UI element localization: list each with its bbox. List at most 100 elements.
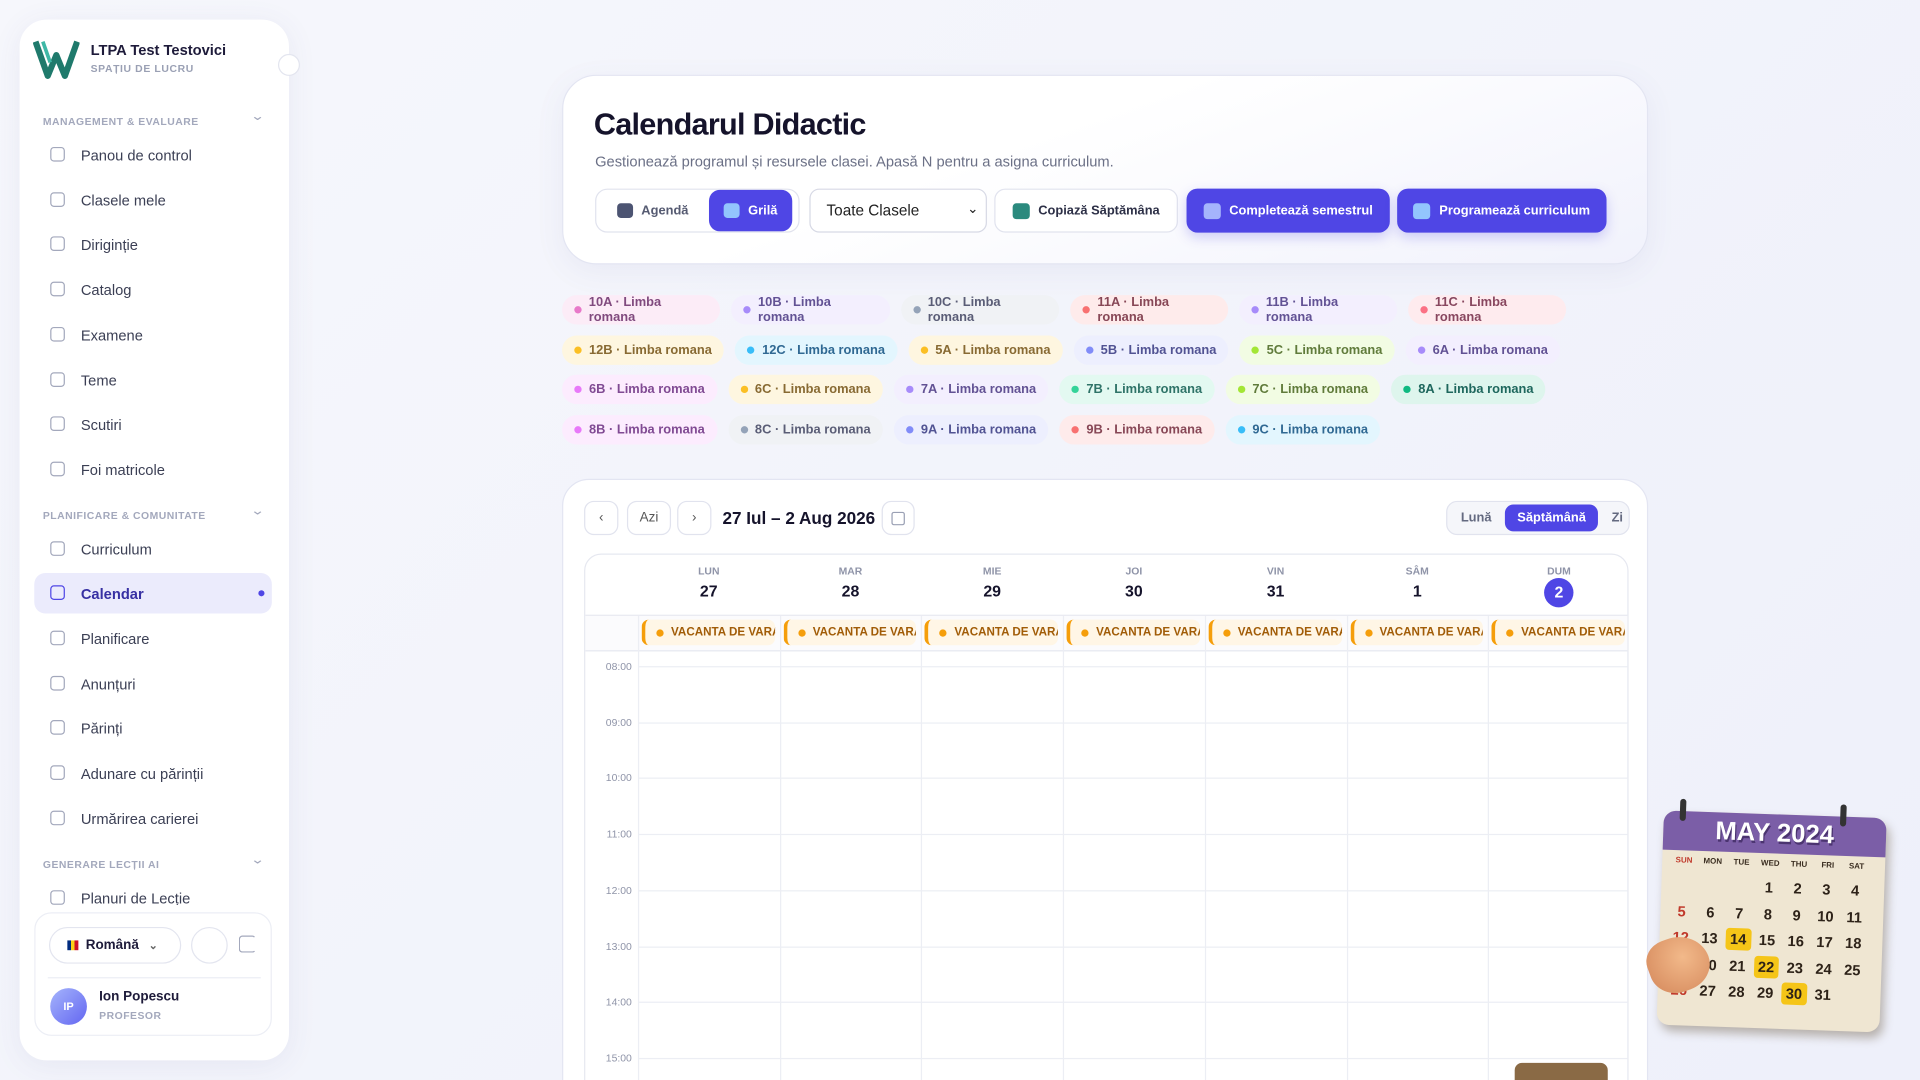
illustration-date: 9 xyxy=(1792,906,1802,924)
class-chip[interactable]: 8C · Limba romana xyxy=(727,414,883,445)
class-chip[interactable]: 11B · Limba romana xyxy=(1239,295,1398,325)
header-card: Calendarul Didactic Gestionează programul… xyxy=(562,74,1649,265)
all-day-event[interactable]: VACANTA DE VARA xyxy=(1350,619,1484,646)
illustration-date: 1 xyxy=(1764,878,1774,897)
class-chip[interactable]: 7B · Limba romana xyxy=(1059,374,1215,405)
class-chip[interactable]: 12B · Limba romana xyxy=(562,335,725,365)
divider xyxy=(47,977,261,979)
logout-button[interactable] xyxy=(238,935,256,953)
nav-item[interactable]: Anunțuri xyxy=(34,663,272,703)
view-option[interactable]: Săptămână xyxy=(1505,504,1599,532)
collapse-button[interactable] xyxy=(277,53,301,76)
illustration-weekday: WED xyxy=(1760,859,1780,869)
chip-dot xyxy=(1251,306,1259,314)
nav-item[interactable]: Panou de control xyxy=(34,135,272,175)
nav-label: Urmărirea carierei xyxy=(80,810,199,828)
all-day-event[interactable]: VACANTA DE VARA xyxy=(1208,619,1342,646)
class-chip[interactable]: 8B · Limba romana xyxy=(562,414,717,445)
class-chip[interactable]: 5B · Limba romana xyxy=(1073,335,1229,365)
button-label: Copiază Săptămâna xyxy=(1038,203,1160,218)
view-switch: Lună Săptămână Zi xyxy=(1446,500,1630,536)
nav-item[interactable]: Clasele mele xyxy=(34,180,272,220)
nav-item[interactable]: Planificare xyxy=(34,618,272,658)
class-chip[interactable]: 8A · Limba romana xyxy=(1391,374,1546,405)
tab-label: Grilă xyxy=(748,203,778,218)
class-chip[interactable]: 9C · Limba romana xyxy=(1225,414,1381,445)
chip-dot xyxy=(574,425,582,434)
nav-icon xyxy=(50,191,65,207)
nav-item[interactable]: Părinți xyxy=(34,708,272,748)
nav-label: Clasele mele xyxy=(80,191,166,210)
class-chip[interactable]: 6A · Limba romana xyxy=(1405,335,1561,365)
user-role: PROFESOR xyxy=(99,1008,162,1022)
nav-item[interactable]: Planuri de Lecție xyxy=(34,877,272,905)
illustration-date: 8 xyxy=(1763,905,1773,923)
all-day-event[interactable]: VACANTA DE VARA xyxy=(925,619,1059,646)
nav-item[interactable]: Examene xyxy=(34,314,272,354)
class-chip[interactable]: 10B · Limba romana xyxy=(731,295,890,325)
illustration-date: 11 xyxy=(1846,908,1863,926)
chip-dot xyxy=(1071,425,1080,434)
nav-item[interactable]: Diriginție xyxy=(34,225,272,265)
nav-label: Catalog xyxy=(80,281,132,299)
class-chip[interactable]: 5A · Limba romana xyxy=(908,335,1063,365)
nav-item[interactable]: Calendar xyxy=(34,573,272,614)
class-chip[interactable]: 7A · Limba romana xyxy=(893,374,1049,405)
illustration-date: 30 xyxy=(1780,982,1807,1006)
class-select[interactable]: Toate Clasele ⌄ xyxy=(809,188,987,233)
class-chip[interactable]: 12C · Limba romana xyxy=(735,335,898,365)
chip-dot xyxy=(1237,385,1245,394)
nav-item[interactable]: Adunare cu părinții xyxy=(34,753,272,793)
all-day-event[interactable]: VACANTA DE VARA xyxy=(1066,619,1200,646)
class-chip[interactable]: 10A · Limba romana xyxy=(562,295,721,325)
chip-row: 6B · Limba romana 6C · Limba romana 7A · L… xyxy=(562,374,1546,405)
tab-icon xyxy=(616,203,633,218)
all-day-event[interactable]: VACANTA DE VARA xyxy=(1491,619,1625,646)
nav-item[interactable]: Urmărirea carierei xyxy=(34,798,272,838)
page-subtitle: Gestionează programul și resursele clase… xyxy=(595,153,1114,171)
hour-label: 10:00 xyxy=(605,771,632,785)
view-option[interactable]: Lună xyxy=(1460,510,1492,526)
prev-button[interactable]: ‹ xyxy=(584,500,619,536)
select-label: Toate Clasele xyxy=(826,202,920,220)
today-button[interactable]: Azi xyxy=(626,500,672,536)
class-chip[interactable]: 11A · Limba romana xyxy=(1070,295,1229,325)
next-button[interactable]: › xyxy=(677,500,712,536)
nav-item[interactable]: Scutiri xyxy=(34,404,272,444)
all-day-event[interactable]: VACANTA DE VARA xyxy=(641,619,775,646)
nav-item[interactable]: Foi matricole xyxy=(34,449,272,489)
class-chip[interactable]: 7C · Limba romana xyxy=(1225,374,1381,405)
nav-item[interactable]: Catalog xyxy=(34,270,272,310)
chip-row: 12B · Limba romana 12C · Limba romana 5A ·… xyxy=(562,335,1561,365)
view-option[interactable]: Zi xyxy=(1611,510,1624,526)
language-select[interactable]: Română ⌄ xyxy=(48,926,182,964)
class-chip[interactable]: 10C · Limba romana xyxy=(900,295,1060,325)
view-tab[interactable]: Grilă xyxy=(708,189,793,232)
illustration-date: 4 xyxy=(1850,881,1860,900)
action-button[interactable]: Completează semestrul xyxy=(1186,188,1390,233)
action-button[interactable]: Copiază Săptămâna xyxy=(994,188,1178,233)
class-chip[interactable]: 9A · Limba romana xyxy=(893,414,1049,445)
chip-dot xyxy=(747,346,755,354)
date-picker-button[interactable] xyxy=(881,500,915,536)
class-chip[interactable]: 9B · Limba romana xyxy=(1059,414,1215,445)
class-chip[interactable]: 5C · Limba romana xyxy=(1239,335,1395,365)
hour-line xyxy=(637,1057,1628,1060)
nav-icon xyxy=(50,540,65,556)
nav-label: Examene xyxy=(80,326,143,344)
class-chip[interactable]: 11C · Limba romana xyxy=(1408,295,1567,325)
illustration-date: 15 xyxy=(1758,931,1776,950)
all-day-event[interactable]: VACANTA DE VARA xyxy=(783,619,917,646)
nav-label: Diriginție xyxy=(80,236,138,254)
view-tab[interactable]: Agendă xyxy=(596,190,709,232)
nav-item[interactable]: Teme xyxy=(34,359,272,399)
notifications-button[interactable] xyxy=(191,926,228,964)
class-chip[interactable]: 6C · Limba romana xyxy=(727,374,883,405)
class-chip[interactable]: 6B · Limba romana xyxy=(562,374,717,405)
action-button[interactable]: Programează curriculum xyxy=(1397,188,1607,233)
weekday-label: MAR xyxy=(838,564,863,577)
nav-item[interactable]: Curriculum xyxy=(34,528,272,568)
nav-label: Teme xyxy=(80,371,117,389)
org-subtitle: SPAȚIU DE LUCRU xyxy=(90,62,194,75)
nav-label: Calendar xyxy=(80,585,144,603)
